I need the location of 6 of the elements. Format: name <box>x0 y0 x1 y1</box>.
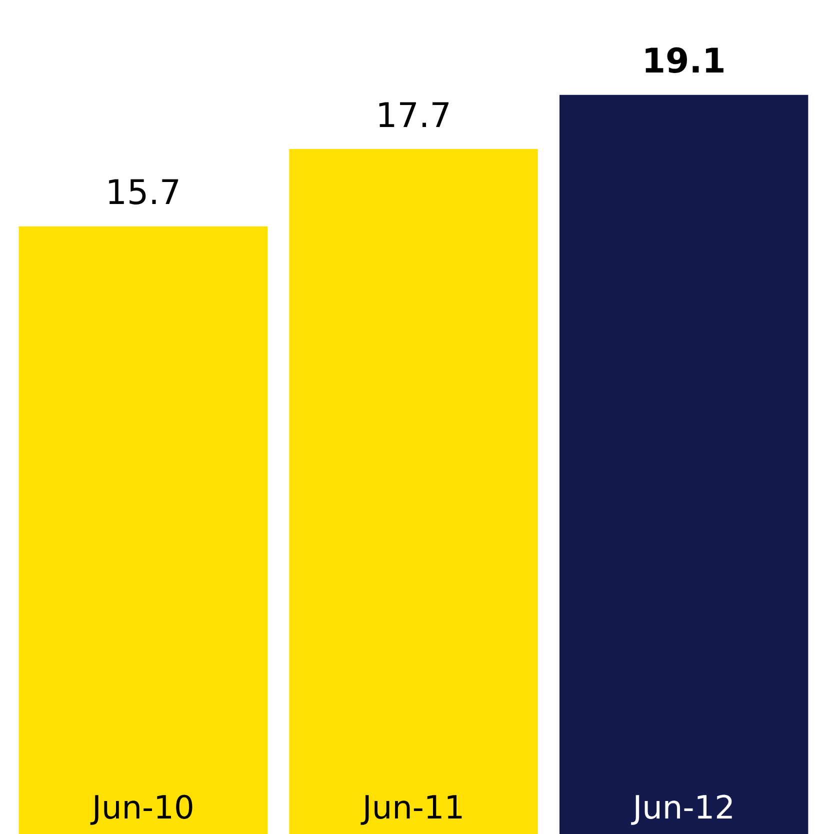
x-tick-label: Jun-10 <box>90 788 194 826</box>
x-tick-label: Jun-12 <box>630 788 735 826</box>
data-label: 15.7 <box>105 173 182 214</box>
data-label: 17.7 <box>376 96 452 136</box>
data-label: 19.1 <box>642 42 726 82</box>
x-tick-label: Jun-11 <box>360 788 465 826</box>
